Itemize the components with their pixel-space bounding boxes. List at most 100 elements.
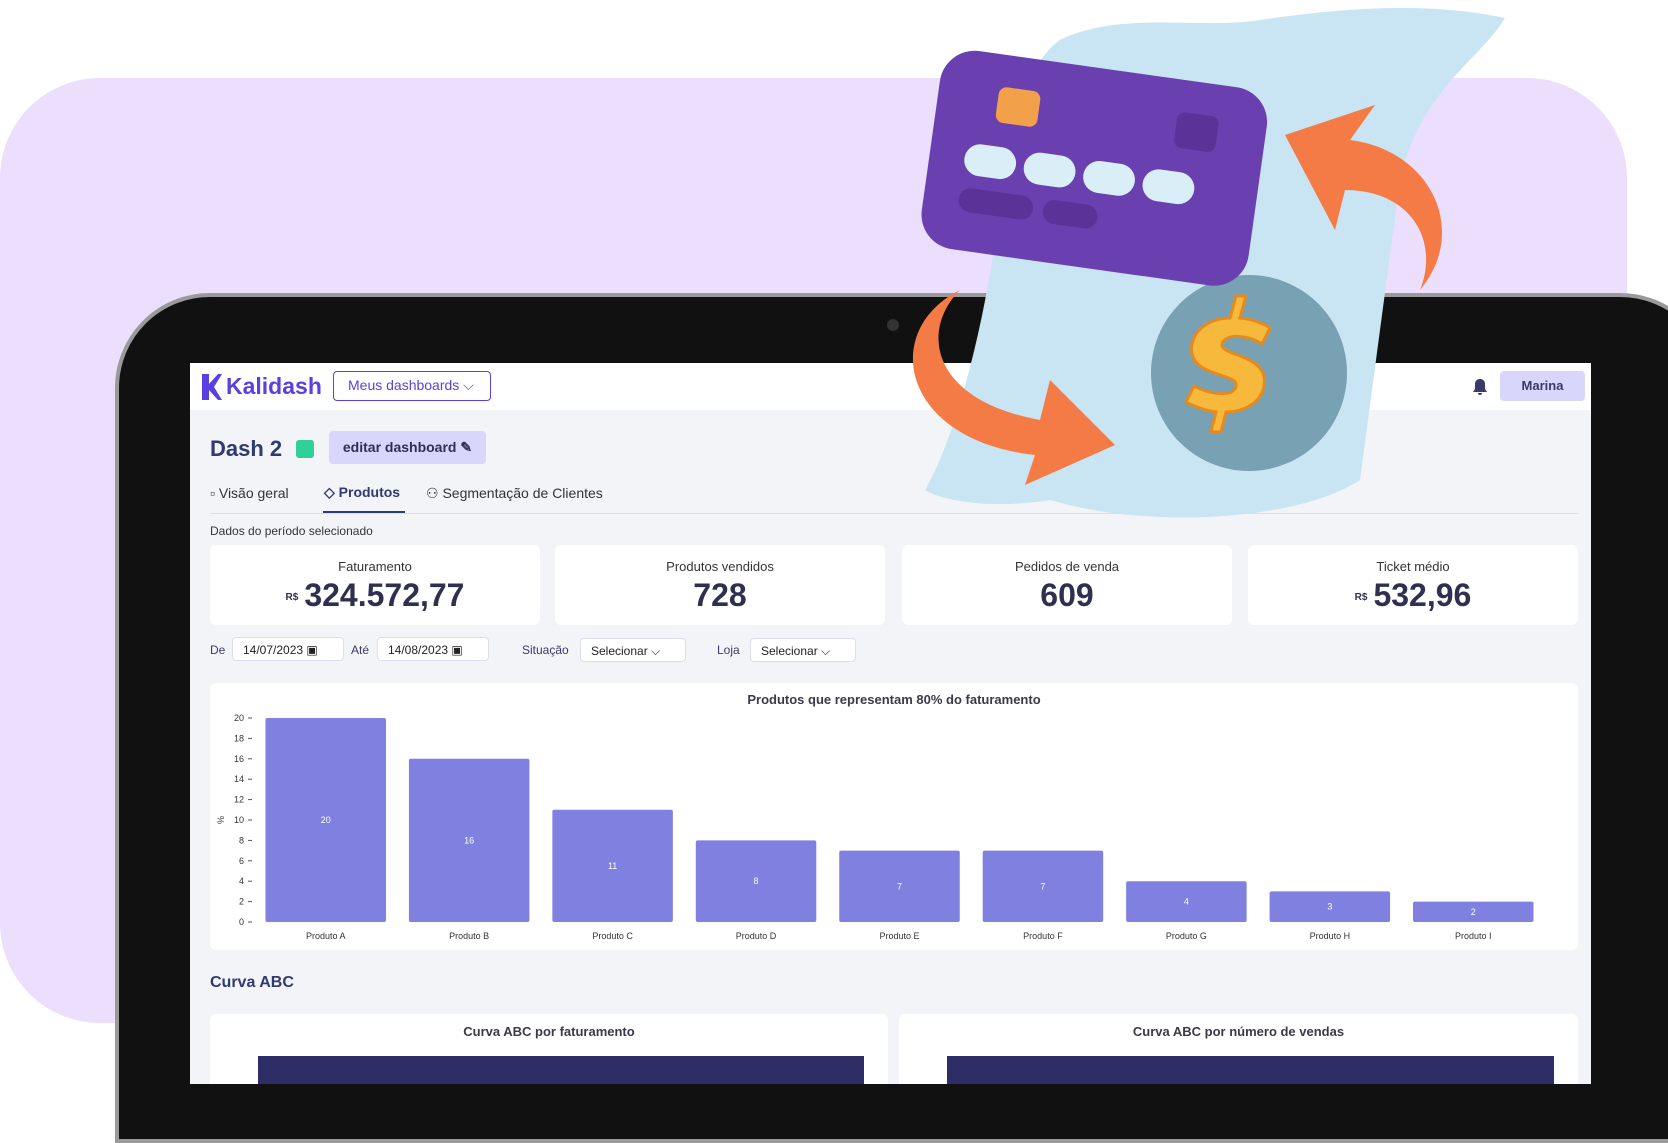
chart-title: Produtos que representam 80% do faturame… <box>747 692 1040 707</box>
section-title: Curva ABC <box>210 974 294 991</box>
kpi-value-row: R$ 324.572,77 <box>210 577 540 614</box>
kpi-label: Pedidos de venda <box>1014 559 1120 574</box>
bar-chart: Produtos que representam 80% do faturame… <box>216 692 1534 941</box>
bar <box>695 840 817 922</box>
kpi-card: Faturamento R$ 324.572,77 <box>210 545 540 625</box>
x-tick-label: Produto D <box>736 931 777 941</box>
to-date-text: 14/08/2023 <box>388 643 449 657</box>
tab-label: Segmentação de Clientes <box>442 485 603 501</box>
dashboards-menu-label: Meus dashboards <box>348 377 460 393</box>
y-tick-label: 0 <box>239 917 244 927</box>
y-tick-label: 20 <box>234 713 244 723</box>
edit-button[interactable]: editar dashboard ✎ <box>329 431 486 464</box>
status-label: Situação <box>522 643 569 657</box>
tab-active[interactable]: ◇ Produtos <box>324 484 401 500</box>
kpi-label: Faturamento <box>338 559 412 574</box>
kpi-currency: R$ <box>285 592 299 604</box>
kpi-label: Produtos vendidos <box>666 559 774 574</box>
page: Kalidash Meus dashboards ⌵ Marina Dash 2… <box>0 8 1668 1143</box>
y-tick-label: 14 <box>234 774 244 784</box>
x-tick-label: Produto E <box>879 931 919 941</box>
data-label: 7 <box>1040 881 1045 891</box>
y-tick-label: 10 <box>234 815 244 825</box>
bar <box>552 809 673 922</box>
kpi-value-row: R$ 532,96 <box>1248 577 1578 614</box>
abc-chart-title: Curva ABC por número de vendas <box>1132 1024 1345 1039</box>
kpi-value: 609 <box>1040 577 1094 613</box>
tab-underline <box>323 511 405 514</box>
tab-label: Produtos <box>338 484 401 500</box>
x-tick-label: Produto G <box>1166 931 1207 941</box>
user-name: Marina <box>1521 378 1564 393</box>
kpi-label: Ticket médio <box>1376 559 1450 574</box>
status-badge <box>296 440 314 458</box>
data-label: 11 <box>608 861 617 871</box>
x-tick-label: Produto I <box>1455 931 1492 941</box>
kpi-card: Produtos vendidos 728 <box>555 545 885 625</box>
kpi-value: 324.572,77 <box>304 577 465 613</box>
bar <box>1269 891 1391 922</box>
dashboards-menu[interactable]: Meus dashboards ⌵ <box>333 371 491 401</box>
store-label: Loja <box>717 643 740 657</box>
edit-label: editar dashboard <box>342 439 457 455</box>
bar <box>982 850 1104 922</box>
abc-card: Curva ABC por número de vendas <box>899 1014 1578 1084</box>
brand-logo <box>202 374 222 400</box>
status-select[interactable]: Selecionar ⌵ <box>580 638 686 662</box>
data-label: 20 <box>321 815 331 825</box>
brand: Kalidash <box>226 373 322 399</box>
camera <box>887 319 899 331</box>
bar <box>839 850 960 922</box>
abc-bar <box>258 1056 864 1084</box>
bar <box>1126 881 1247 922</box>
bar <box>265 718 386 922</box>
store-value: Selecionar <box>761 644 818 658</box>
bell-icon[interactable] <box>1472 378 1488 396</box>
bar <box>1413 901 1534 922</box>
tab[interactable]: ⚇ Segmentação de Clientes <box>426 485 603 501</box>
data-label: 4 <box>1184 897 1189 907</box>
kpi-currency: R$ <box>1354 592 1368 604</box>
from-date[interactable]: 14/07/2023 ▣ <box>232 637 344 661</box>
kpi-value: 532,96 <box>1373 577 1472 613</box>
y-tick-label: 12 <box>234 795 244 805</box>
x-tick-label: Produto B <box>449 931 489 941</box>
tab-label: Visão geral <box>218 485 289 501</box>
store-select[interactable]: Selecionar ⌵ <box>750 638 856 662</box>
period-note: Dados do período selecionado <box>210 524 373 538</box>
x-tick-label: Produto H <box>1310 931 1351 941</box>
abc-chart-title: Curva ABC por faturamento <box>463 1024 635 1039</box>
x-tick-label: Produto C <box>592 931 633 941</box>
data-label: 2 <box>1471 907 1476 917</box>
dashboard-title: Dash 2 <box>210 436 283 461</box>
data-label: 3 <box>1327 902 1332 912</box>
tab[interactable]: ▫ Visão geral <box>210 485 289 501</box>
to-label: Até <box>351 643 370 657</box>
screen: Kalidash Meus dashboards ⌵ Marina Dash 2… <box>190 363 1591 1084</box>
kpi-card: Pedidos de venda 609 <box>902 545 1232 625</box>
y-tick-label: 4 <box>239 876 244 886</box>
from-label: De <box>210 643 226 657</box>
kpi-value: 728 <box>693 577 747 613</box>
abc-card: Curva ABC por faturamento <box>210 1014 888 1084</box>
from-date-text: 14/07/2023 <box>243 643 304 657</box>
y-tick-label: 6 <box>239 856 244 866</box>
data-label: 7 <box>897 881 902 891</box>
kpi-value-row: 609 <box>902 577 1232 614</box>
x-tick-label: Produto A <box>306 931 346 941</box>
abc-bar <box>947 1056 1554 1084</box>
y-axis-label: % <box>216 816 226 824</box>
user-button[interactable]: Marina <box>1500 371 1585 401</box>
tab-divider <box>210 513 1578 514</box>
to-date[interactable]: 14/08/2023 ▣ <box>377 637 489 661</box>
data-label: 8 <box>754 876 759 886</box>
kpi-value-row: 728 <box>555 577 885 614</box>
data-label: 16 <box>464 835 474 845</box>
y-tick-label: 16 <box>234 754 244 764</box>
y-tick-label: 2 <box>239 897 244 907</box>
status-value: Selecionar <box>591 644 648 658</box>
bar <box>408 758 530 922</box>
y-tick-label: 8 <box>239 835 244 845</box>
y-tick-label: 18 <box>234 733 244 743</box>
chart-card: Produtos que representam 80% do faturame… <box>210 683 1578 950</box>
